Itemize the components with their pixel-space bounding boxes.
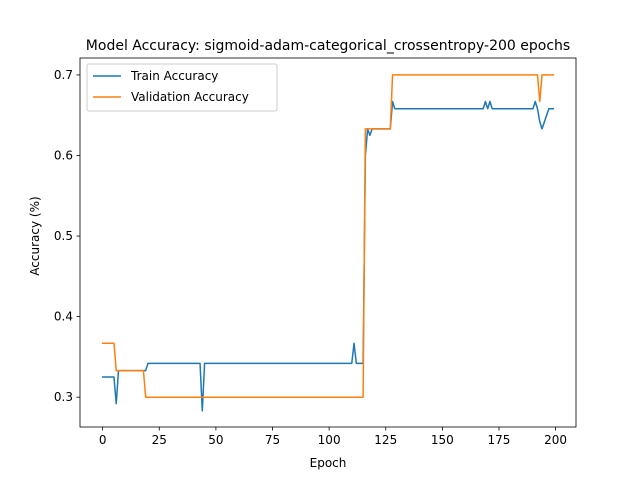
- x-tick-label: 25: [152, 433, 167, 447]
- legend-label-1: Train Accuracy: [130, 69, 218, 83]
- axes-frame: [79, 57, 577, 428]
- x-tick-label: 200: [544, 433, 567, 447]
- series-line-2: [101, 74, 555, 398]
- plot-area: 0 25 50 75 100 125 150 175 200 0.3 0.4 0.5 0.6 0.7: [54, 57, 577, 447]
- legend-box: [86, 63, 278, 112]
- y-tick-label: 0.6: [54, 148, 73, 162]
- series-line-1: [101, 100, 555, 412]
- legend-label-2: Validation Accuracy: [131, 90, 249, 104]
- y-tick-label: 0.3: [54, 390, 73, 404]
- legend: Train Accuracy Validation Accuracy: [86, 63, 278, 112]
- y-tick-label: 0.4: [54, 310, 73, 324]
- chart-title: Model Accuracy: sigmoid-adam-categorical…: [86, 38, 570, 54]
- y-axis-label: Accuracy (%): [28, 196, 42, 275]
- x-tick-label: 0: [99, 433, 107, 447]
- x-tick-label: 75: [265, 433, 280, 447]
- x-axis-label: Epoch: [310, 456, 347, 470]
- y-tick-label: 0.7: [54, 68, 73, 82]
- x-tick-label: 175: [488, 433, 511, 447]
- x-tick-label: 125: [374, 433, 397, 447]
- x-tick-label: 50: [208, 433, 223, 447]
- x-tick-label: 100: [318, 433, 341, 447]
- y-tick-label: 0.5: [54, 229, 73, 243]
- x-tick-label: 150: [431, 433, 454, 447]
